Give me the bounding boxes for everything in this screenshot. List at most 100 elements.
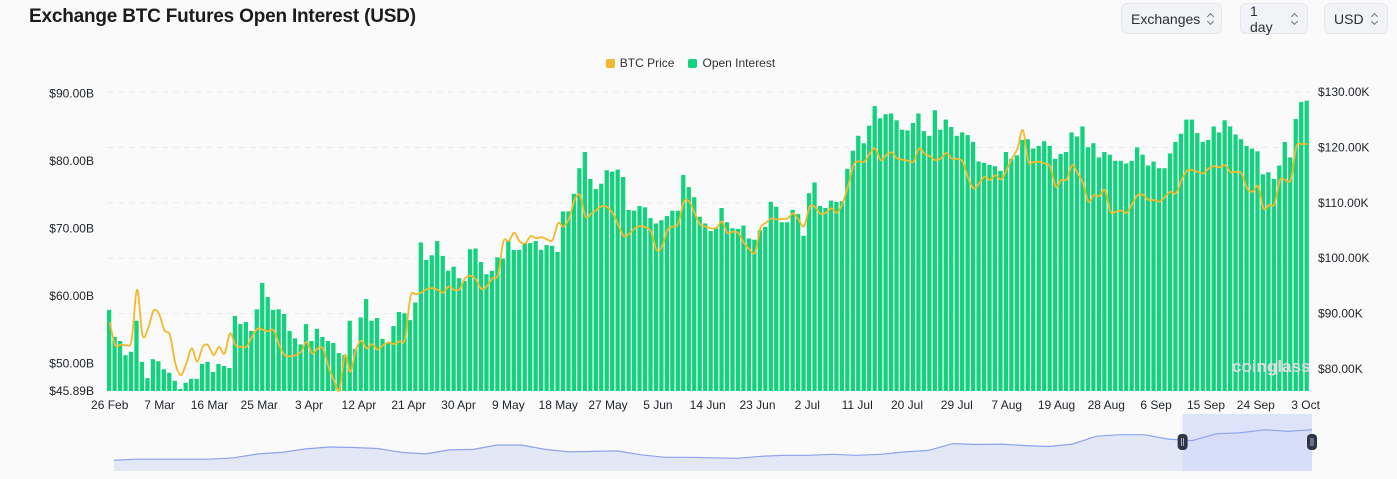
open-interest-bar[interactable] — [429, 255, 434, 391]
open-interest-bar[interactable] — [637, 206, 642, 391]
open-interest-bar[interactable] — [418, 242, 423, 391]
open-interest-bar[interactable] — [621, 177, 626, 391]
navigator-right-handle[interactable] — [1307, 434, 1317, 450]
open-interest-bar[interactable] — [506, 240, 511, 391]
open-interest-bar[interactable] — [227, 368, 232, 391]
open-interest-bar[interactable] — [692, 197, 697, 391]
open-interest-bar[interactable] — [850, 150, 855, 391]
open-interest-bar[interactable] — [533, 241, 538, 391]
open-interest-bar[interactable] — [320, 336, 325, 391]
open-interest-bar[interactable] — [314, 328, 320, 391]
open-interest-bar[interactable] — [998, 170, 1003, 391]
open-interest-bar[interactable] — [588, 179, 593, 391]
open-interest-bar[interactable] — [500, 258, 505, 391]
open-interest-bar[interactable] — [1069, 132, 1074, 391]
open-interest-bar[interactable] — [528, 243, 533, 391]
open-interest-bar[interactable] — [440, 255, 445, 391]
open-interest-bar[interactable] — [795, 214, 801, 391]
open-interest-bar[interactable] — [577, 168, 582, 391]
open-interest-bar[interactable] — [303, 324, 309, 391]
open-interest-bar[interactable] — [899, 129, 905, 391]
open-interest-bar[interactable] — [719, 208, 724, 391]
open-interest-bar[interactable] — [353, 349, 358, 391]
open-interest-bar[interactable] — [1113, 160, 1118, 391]
open-interest-bar[interactable] — [610, 171, 615, 391]
open-interest-bar[interactable] — [276, 309, 281, 391]
open-interest-bar[interactable] — [1277, 165, 1282, 392]
open-interest-bar[interactable] — [883, 114, 888, 391]
open-interest-bar[interactable] — [391, 326, 396, 391]
open-interest-bar[interactable] — [631, 210, 637, 391]
open-interest-bar[interactable] — [385, 343, 391, 391]
open-interest-bar[interactable] — [916, 113, 921, 392]
open-interest-bar[interactable] — [260, 282, 265, 391]
open-interest-bar[interactable] — [232, 316, 238, 391]
open-interest-bar[interactable] — [910, 123, 916, 391]
open-interest-bar[interactable] — [331, 343, 336, 391]
open-interest-bar[interactable] — [785, 222, 790, 391]
open-interest-bar[interactable] — [254, 309, 259, 391]
open-interest-bar[interactable] — [1118, 160, 1123, 391]
open-interest-bar[interactable] — [992, 166, 998, 391]
open-interest-bar[interactable] — [123, 355, 128, 391]
open-interest-bar[interactable] — [1167, 153, 1173, 391]
open-interest-bar[interactable] — [1107, 154, 1112, 391]
open-interest-bar[interactable] — [861, 143, 866, 391]
open-interest-bar[interactable] — [1063, 152, 1069, 391]
open-interest-bar[interactable] — [156, 361, 161, 391]
open-interest-bar[interactable] — [1178, 133, 1184, 392]
open-interest-bar[interactable] — [938, 129, 943, 391]
open-interest-bar[interactable] — [560, 211, 566, 391]
currency-select[interactable]: USD — [1324, 3, 1388, 34]
open-interest-bar[interactable] — [183, 382, 188, 391]
open-interest-bar[interactable] — [369, 320, 374, 391]
open-interest-bar[interactable] — [960, 132, 965, 391]
open-interest-bar[interactable] — [1151, 161, 1156, 392]
navigator-selection[interactable] — [1182, 414, 1312, 471]
open-interest-bar[interactable] — [768, 201, 773, 391]
open-interest-bar[interactable] — [462, 280, 467, 391]
open-interest-bar[interactable] — [697, 216, 702, 391]
open-interest-bar[interactable] — [489, 270, 495, 391]
open-interest-bar[interactable] — [161, 369, 166, 391]
open-interest-bar[interactable] — [615, 169, 620, 391]
open-interest-bar[interactable] — [730, 228, 735, 391]
open-interest-bar[interactable] — [752, 239, 757, 391]
open-interest-bar[interactable] — [172, 380, 177, 391]
open-interest-bar[interactable] — [970, 141, 976, 391]
open-interest-bar[interactable] — [981, 162, 987, 391]
open-interest-bar[interactable] — [544, 245, 549, 391]
open-interest-bar[interactable] — [446, 270, 451, 391]
open-interest-bar[interactable] — [1195, 133, 1200, 391]
open-interest-bar[interactable] — [178, 388, 183, 391]
open-interest-bar[interactable] — [954, 135, 959, 391]
open-interest-bar[interactable] — [1293, 118, 1298, 392]
open-interest-bar[interactable] — [823, 208, 828, 391]
open-interest-bar[interactable] — [801, 235, 806, 391]
open-interest-bar[interactable] — [555, 251, 560, 391]
open-interest-bar[interactable] — [834, 201, 839, 391]
open-interest-bar[interactable] — [298, 344, 303, 391]
open-interest-bar[interactable] — [210, 372, 216, 391]
open-interest-bar[interactable] — [976, 161, 981, 392]
open-interest-bar[interactable] — [670, 210, 675, 391]
open-interest-bar[interactable] — [358, 317, 363, 391]
open-interest-bar[interactable] — [1025, 139, 1030, 391]
open-interest-bar[interactable] — [495, 257, 500, 391]
open-interest-bar[interactable] — [243, 322, 248, 391]
open-interest-bar[interactable] — [139, 361, 145, 391]
open-interest-bar[interactable] — [839, 201, 845, 391]
open-interest-bar[interactable] — [735, 228, 741, 391]
open-interest-bar[interactable] — [1288, 157, 1293, 391]
open-interest-bar[interactable] — [571, 193, 577, 391]
open-interest-bar[interactable] — [604, 170, 609, 391]
open-interest-bar[interactable] — [413, 302, 418, 392]
open-interest-bar[interactable] — [1271, 179, 1276, 391]
open-interest-bar[interactable] — [774, 206, 779, 391]
open-interest-bar[interactable] — [828, 200, 834, 391]
open-interest-bar[interactable] — [779, 222, 784, 391]
open-interest-bar[interactable] — [987, 164, 992, 391]
open-interest-bar[interactable] — [593, 189, 598, 391]
open-interest-bar[interactable] — [1036, 145, 1041, 391]
open-interest-bar[interactable] — [905, 130, 910, 391]
